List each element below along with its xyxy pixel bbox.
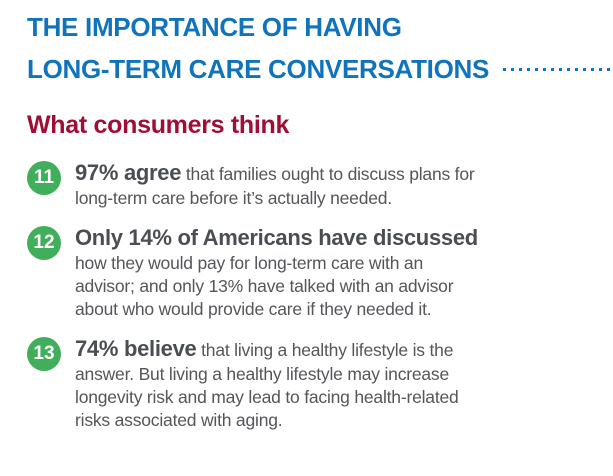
- page-title: THE IMPORTANCE OF HAVING LONG-TERM CARE …: [27, 6, 613, 90]
- list-item: 11 97% agree that families ought to disc…: [27, 159, 589, 210]
- list-item: 13 74% believe that living a healthy lif…: [27, 335, 589, 432]
- item-number-badge: 12: [27, 226, 61, 260]
- page-title-line1: THE IMPORTANCE OF HAVING: [27, 12, 402, 42]
- item-text: 74% believe that living a healthy lifest…: [75, 335, 459, 432]
- section-subtitle: What consumers think: [27, 111, 290, 139]
- item-number-badge: 11: [27, 161, 61, 195]
- item-lead-statistic: 97% agree: [75, 160, 182, 185]
- item-number-badge: 13: [27, 337, 61, 371]
- list-item: 12 Only 14% of Americans have discussed …: [27, 224, 589, 321]
- item-body: how they would pay for long-term care wi…: [75, 253, 454, 319]
- fact-list: 11 97% agree that families ought to disc…: [27, 159, 613, 432]
- item-body: that living a healthy lifestyle is the a…: [75, 340, 459, 430]
- item-lead-statistic: Only 14% of Americans have discussed: [75, 225, 478, 250]
- item-text: Only 14% of Americans have discussed how…: [75, 224, 478, 321]
- page-title-line2: LONG-TERM CARE CONVERSATIONS: [27, 54, 490, 84]
- item-body: that families ought to discuss plans for…: [75, 164, 475, 208]
- dotted-leader: [503, 67, 613, 71]
- item-text: 97% agree that families ought to discuss…: [75, 159, 475, 210]
- item-lead-statistic: 74% believe: [75, 336, 197, 361]
